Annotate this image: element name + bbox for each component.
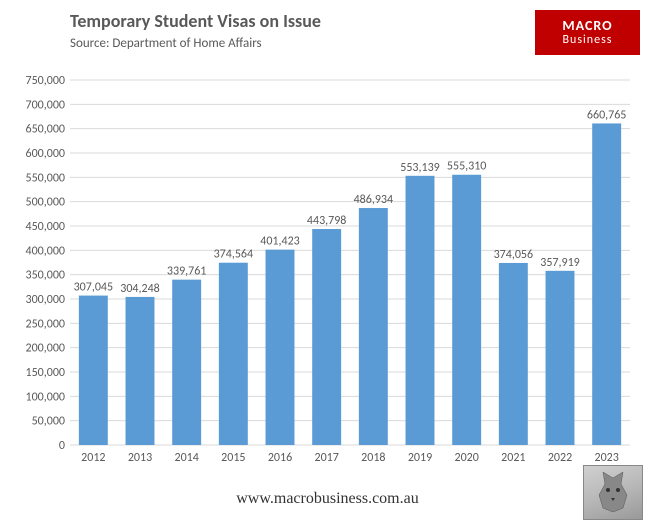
value-label: 374,056 [494,248,534,262]
bar [312,229,341,445]
svg-text:600,000: 600,000 [26,147,66,161]
svg-text:700,000: 700,000 [26,98,66,112]
bar [172,280,201,445]
svg-text:400,000: 400,000 [26,244,66,258]
value-label: 555,310 [447,160,487,174]
svg-text:200,000: 200,000 [26,342,66,356]
fox-icon [583,465,643,520]
x-tick-label: 2022 [548,451,572,465]
value-label: 307,045 [74,281,114,295]
x-tick-label: 2017 [315,451,339,465]
x-tick-label: 2023 [595,451,619,465]
x-tick-label: 2018 [361,451,385,465]
brand-logo: MACRO Business [535,10,640,55]
chart-container: Temporary Student Visas on Issue Source:… [15,10,640,468]
bar [219,263,248,445]
value-label: 660,765 [587,108,627,122]
footer-url: www.macrobusiness.com.au [0,490,655,508]
svg-text:550,000: 550,000 [26,171,66,185]
value-label: 553,139 [400,161,440,175]
x-tick-label: 2014 [175,451,199,465]
bar-chart: 0 50,000 100,000 150,000 200,000 250,000 300,0… [15,70,640,470]
value-label: 401,423 [260,235,300,249]
svg-text:350,000: 350,000 [26,269,66,283]
svg-text:500,000: 500,000 [26,196,66,210]
svg-text:100,000: 100,000 [26,390,66,404]
svg-text:750,000: 750,000 [26,74,66,88]
x-tick-label: 2021 [501,451,525,465]
svg-text:650,000: 650,000 [26,123,66,137]
x-tick-label: 2016 [268,451,292,465]
bar [266,250,295,445]
value-label: 374,564 [214,248,254,262]
svg-text:250,000: 250,000 [26,317,66,331]
svg-text:0: 0 [59,439,65,453]
bar [126,297,155,445]
value-label: 339,761 [167,265,207,279]
x-tick-label: 2019 [408,451,432,465]
value-label: 304,248 [120,282,160,296]
bar [592,123,621,445]
bar [546,271,575,445]
svg-text:150,000: 150,000 [26,366,66,380]
x-tick-label: 2015 [221,451,245,465]
logo-line2: Business [563,34,613,47]
svg-text:450,000: 450,000 [26,220,66,234]
bar [452,175,481,445]
svg-text:50,000: 50,000 [32,415,65,429]
bar [406,176,435,445]
value-label: 357,919 [540,256,580,270]
value-label: 443,798 [307,214,347,228]
svg-text:300,000: 300,000 [26,293,66,307]
x-tick-label: 2020 [455,451,479,465]
bar [359,208,388,445]
x-tick-label: 2012 [81,451,105,465]
x-tick-label: 2013 [128,451,152,465]
bar [79,296,108,445]
plot-area: 0 50,000 100,000 150,000 200,000 250,000 300,0… [15,70,640,468]
bar [499,263,528,445]
value-label: 486,934 [354,193,394,207]
logo-line1: MACRO [562,18,612,33]
